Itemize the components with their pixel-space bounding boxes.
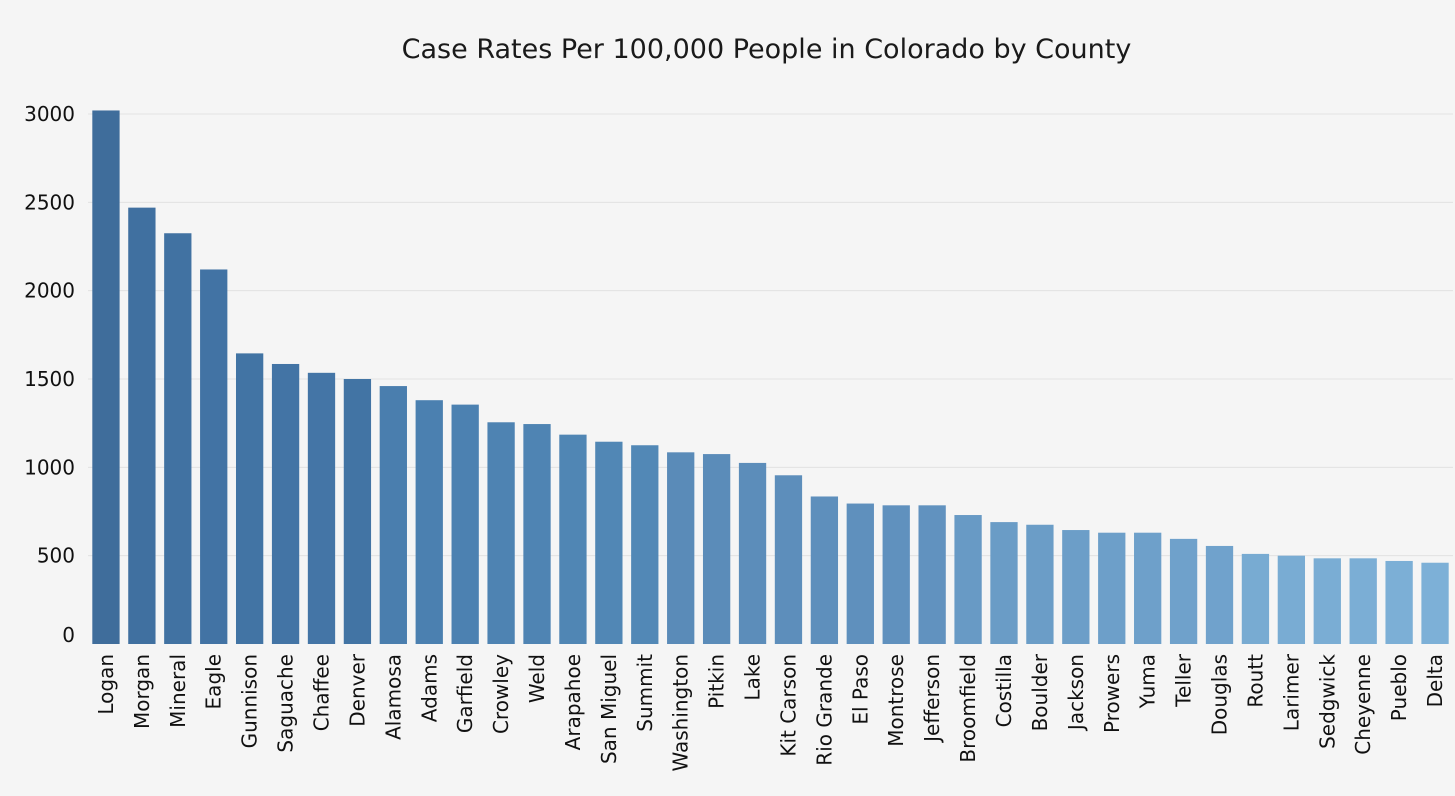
x-tick-label: Arapahoe — [561, 654, 585, 750]
bar-morgan[interactable] — [128, 207, 156, 644]
x-tick-label: Summit — [633, 654, 657, 732]
x-tick-label: Jackson — [1064, 654, 1088, 732]
x-tick-label: Garfield — [453, 654, 477, 733]
bar-washington[interactable] — [667, 452, 695, 644]
bar-routt[interactable] — [1241, 553, 1270, 644]
x-tick-label: Broomfield — [956, 654, 980, 763]
x-tick-label: Alamosa — [381, 654, 405, 740]
x-tick-label: Sedgwick — [1315, 654, 1339, 749]
bar-larimer[interactable] — [1277, 555, 1306, 644]
bar-broomfield[interactable] — [954, 515, 982, 644]
x-tick-label: Mineral — [166, 654, 190, 728]
x-tick-label: Douglas — [1208, 654, 1232, 735]
bar-crowley[interactable] — [487, 422, 515, 644]
bar-montrose[interactable] — [882, 505, 910, 644]
x-tick-label: Cheyenne — [1351, 654, 1375, 755]
x-tick-label: Crowley — [489, 654, 513, 734]
x-tick-label: Montrose — [884, 654, 908, 747]
x-tick-label: San Miguel — [597, 654, 621, 764]
x-tick-label: Delta — [1423, 654, 1447, 707]
bar-garfield[interactable] — [451, 404, 479, 644]
bars — [92, 110, 1449, 645]
bar-lake[interactable] — [738, 462, 767, 644]
bar-el-paso[interactable] — [846, 503, 874, 644]
bar-jackson[interactable] — [1062, 530, 1090, 644]
x-tick-label: El Paso — [848, 654, 872, 725]
bar-adams[interactable] — [415, 400, 443, 644]
bar-logan[interactable] — [92, 110, 120, 645]
x-tick-label: Jefferson — [920, 654, 944, 744]
y-tick-label: 3000 — [24, 102, 75, 126]
bar-costilla[interactable] — [990, 522, 1018, 644]
x-tick-label: Morgan — [130, 654, 154, 729]
bar-chaffee[interactable] — [307, 372, 336, 644]
bar-saguache[interactable] — [271, 363, 300, 644]
bar-summit[interactable] — [631, 445, 659, 644]
x-tick-label: Weld — [525, 654, 549, 703]
x-tick-label: Logan — [94, 654, 118, 715]
y-tick-label: 0 — [62, 623, 75, 647]
x-tick-label: Larimer — [1279, 653, 1303, 731]
y-tick-label: 2000 — [24, 279, 75, 303]
bar-alamosa[interactable] — [379, 386, 407, 644]
x-tick-label: Costilla — [992, 654, 1016, 727]
bar-delta[interactable] — [1421, 562, 1449, 644]
bar-denver[interactable] — [343, 379, 372, 644]
bar-arapahoe[interactable] — [559, 434, 587, 644]
x-tick-label: Pitkin — [705, 654, 729, 709]
bar-gunnison[interactable] — [235, 353, 264, 644]
bar-rio-grande[interactable] — [810, 496, 839, 644]
bar-weld[interactable] — [523, 424, 551, 644]
x-tick-label: Lake — [741, 654, 765, 701]
x-axis: Logan Morgan Mineral Eagle Gunnison Saguache C… — [94, 653, 1447, 771]
bar-pitkin[interactable] — [702, 454, 731, 644]
bar-teller[interactable] — [1169, 538, 1198, 644]
x-tick-label: Adams — [417, 654, 441, 722]
bar-jefferson[interactable] — [918, 505, 946, 644]
bar-cheyenne[interactable] — [1349, 558, 1377, 644]
bar-kit-carson[interactable] — [774, 475, 803, 644]
x-tick-label: Boulder — [1028, 653, 1052, 731]
x-tick-label: Chaffee — [309, 654, 333, 731]
x-tick-label: Saguache — [274, 654, 298, 753]
x-tick-label: Kit Carson — [776, 654, 800, 757]
x-tick-label: Teller — [1172, 653, 1196, 708]
x-tick-label: Prowers — [1100, 654, 1124, 733]
y-tick-label: 1000 — [24, 455, 75, 479]
bar-prowers[interactable] — [1098, 532, 1126, 644]
x-tick-label: Routt — [1243, 654, 1267, 708]
x-tick-label: Washington — [669, 654, 693, 772]
y-axis: 0 500 1000 1500 2000 2500 3000 — [24, 102, 75, 647]
bar-pueblo[interactable] — [1385, 560, 1413, 644]
bar-yuma[interactable] — [1134, 532, 1162, 644]
x-tick-label: Gunnison — [238, 654, 262, 748]
y-tick-label: 1500 — [24, 367, 75, 391]
y-tick-label: 500 — [37, 544, 75, 568]
bar-san-miguel[interactable] — [595, 441, 623, 644]
chart-title: Case Rates Per 100,000 People in Colorad… — [401, 34, 1132, 65]
x-tick-label: Rio Grande — [812, 654, 836, 766]
bar-mineral[interactable] — [164, 233, 192, 644]
x-tick-label: Eagle — [202, 654, 226, 709]
bar-douglas[interactable] — [1205, 545, 1234, 644]
bar-eagle[interactable] — [200, 269, 228, 644]
x-tick-label: Denver — [345, 653, 369, 727]
x-tick-label: Yuma — [1136, 654, 1160, 709]
x-tick-label: Pueblo — [1387, 654, 1411, 721]
bar-boulder[interactable] — [1026, 524, 1054, 644]
y-tick-label: 2500 — [24, 190, 75, 214]
bar-sedgwick[interactable] — [1313, 558, 1341, 644]
